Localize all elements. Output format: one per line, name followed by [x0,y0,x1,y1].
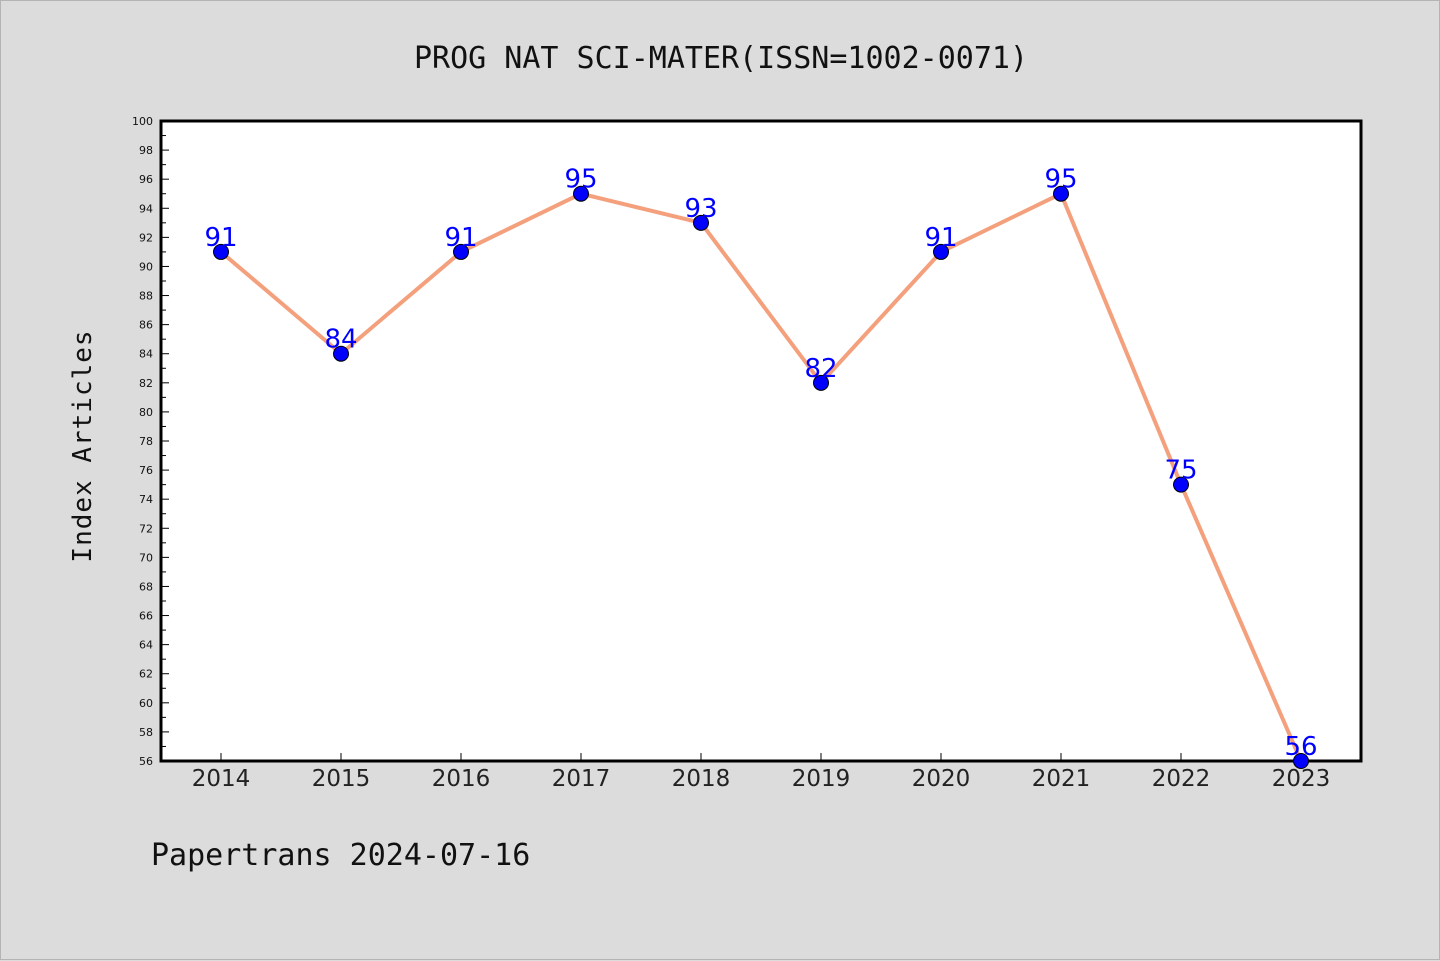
y-tick-label: 56 [139,755,153,768]
y-tick-label: 82 [139,377,153,390]
y-tick-label: 80 [139,406,153,419]
data-point [813,374,829,391]
x-tick-label: 2020 [912,766,971,792]
y-tick-label: 94 [139,202,153,215]
x-tick-label: 2022 [1152,766,1211,792]
y-tick-label: 64 [139,639,153,652]
y-tick-label: 74 [139,493,153,506]
x-tick-label: 2017 [552,766,611,792]
y-axis-ticks: 56 58 60 62 64 66 68 70 72 74 76 78 80 82 84 86 88 90 92 94… [132,115,169,768]
data-label: 75 [1164,456,1197,486]
y-tick-label: 100 [132,115,153,128]
data-label: 93 [684,194,717,224]
x-tick-label: 2018 [672,766,731,792]
data-point [693,214,709,231]
data-markers-group [213,185,1309,769]
x-tick-label: 2019 [792,766,851,792]
y-tick-label: 60 [139,697,153,710]
y-tick-label: 78 [139,435,153,448]
data-point [573,185,589,202]
y-tick-label: 62 [139,668,153,681]
data-label: 56 [1284,732,1317,762]
data-label: 95 [564,165,597,195]
y-tick-label: 96 [139,173,153,186]
y-tick-label: 68 [139,580,153,593]
x-tick-label: 2016 [432,766,491,792]
y-tick-label: 86 [139,319,153,332]
data-label: 91 [924,223,957,253]
y-axis-label: Index Articles [68,329,98,562]
data-point [213,243,229,260]
data-labels-group: 91 84 91 95 93 82 91 95 75 56 [204,165,1317,762]
y-tick-label: 72 [139,522,153,535]
x-tick-label: 2014 [192,766,251,792]
data-point [453,243,469,260]
y-tick-label: 70 [139,551,153,564]
plot-area [159,119,1363,763]
y-tick-label: 92 [139,231,153,244]
data-label: 95 [1044,165,1077,195]
y-tick-label: 66 [139,610,153,623]
y-tick-label: 84 [139,348,153,361]
y-tick-label: 58 [139,726,153,739]
footer-credit: Papertrans 2024-07-16 [151,838,530,873]
data-point [933,243,949,260]
x-tick-label: 2015 [312,766,371,792]
data-label: 82 [804,354,837,384]
data-point [1293,753,1309,769]
series-line-group [219,191,1303,762]
x-axis-ticks: 2014 2015 2016 2017 2018 2019 2020 2021 2022 2023 [192,753,1331,792]
y-tick-label: 90 [139,260,153,273]
series-line [219,191,1303,762]
y-tick-label: 88 [139,290,153,303]
chart-title: PROG NAT SCI-MATER(ISSN=1002-0071) [414,41,1028,76]
data-point [1173,476,1189,493]
data-label: 91 [444,223,477,253]
y-tick-label: 76 [139,464,153,477]
data-label: 84 [324,325,357,355]
y-tick-label: 98 [139,144,153,157]
data-point [333,345,349,362]
data-label: 91 [204,223,237,253]
data-point [1053,185,1069,202]
x-tick-label: 2021 [1032,766,1091,792]
x-tick-label: 2023 [1272,766,1331,792]
